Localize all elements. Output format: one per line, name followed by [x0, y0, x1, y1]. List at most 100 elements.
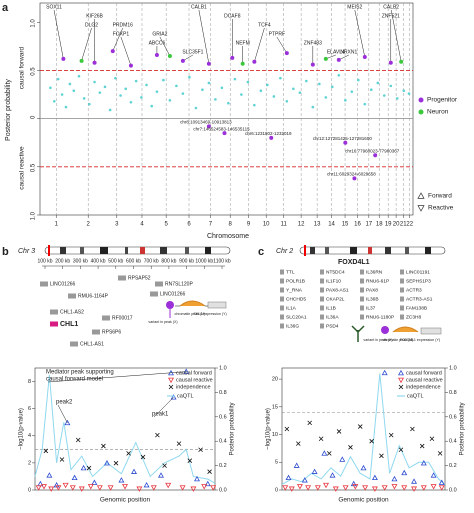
y-tick-label: 8 [28, 379, 31, 385]
legend-label: Forward [428, 193, 452, 200]
gene-label: PAX8 [366, 287, 378, 293]
point [214, 98, 217, 101]
point [318, 436, 324, 442]
point [150, 485, 157, 491]
target-gene: FOXD4L1 [338, 259, 370, 266]
point [324, 96, 328, 99]
schematic-label: CHL1 expression (Y) [193, 312, 226, 316]
point [336, 429, 342, 434]
point [43, 448, 49, 454]
point [437, 451, 443, 456]
gene-label: RMU6-1164P [78, 293, 109, 299]
legend-marker [398, 377, 404, 384]
scale-label: 800 kb [161, 258, 176, 264]
scale-label: 1000 kb [195, 258, 213, 264]
panel-label: c [258, 246, 264, 258]
point [411, 486, 418, 492]
legend-label: Neuron [427, 109, 449, 116]
point [272, 95, 276, 98]
connector [390, 9, 402, 62]
gene-box [320, 296, 324, 302]
gene-label: CHL1 [60, 321, 78, 328]
connector [276, 36, 288, 54]
point [391, 475, 398, 482]
scale-label: 700 kb [144, 258, 159, 264]
x-tick-label: 17 [365, 222, 372, 228]
gene-label: ACTR3 [406, 287, 422, 293]
gene-box [118, 275, 126, 281]
plot-frame [34, 367, 216, 491]
point-label: SLC35F1 [182, 49, 203, 55]
gene-box [360, 287, 364, 293]
gene-box [400, 287, 404, 293]
point [168, 99, 172, 102]
point [388, 60, 393, 65]
point [162, 463, 167, 468]
gene-box [400, 296, 404, 302]
point [246, 80, 250, 84]
point [323, 56, 328, 61]
gene-label: IL37 [366, 305, 376, 311]
point [198, 447, 203, 453]
point-label: FOXP1 [113, 31, 130, 37]
point [269, 135, 274, 140]
point-label: SOX11 [46, 4, 62, 10]
gene-box [280, 278, 284, 284]
legend-label: Reactive [428, 205, 454, 212]
gene-box [360, 278, 364, 284]
x-tick-label: 12 [298, 222, 305, 228]
gene-label: RN7SL120P [165, 281, 193, 287]
point [373, 153, 378, 158]
x-tick-label: 15 [342, 222, 349, 228]
point-label: TCF4 [258, 22, 271, 28]
point [348, 445, 353, 450]
point [220, 86, 224, 90]
point [59, 457, 65, 462]
point [88, 102, 91, 106]
point [86, 465, 92, 471]
legend-label: independence [176, 384, 211, 390]
point-label: NEFM [236, 40, 250, 46]
point-label: MEIS2 [347, 4, 362, 10]
y-tick-label: 0 [31, 115, 37, 119]
legend-marker [398, 369, 404, 376]
gene-box [40, 281, 48, 287]
point [240, 93, 243, 96]
reactive-label: causal reactive [19, 146, 26, 190]
point [165, 482, 172, 489]
x-tick-label: 22 [406, 222, 413, 228]
point [420, 485, 427, 491]
gene-label: LINC01266 [160, 291, 186, 297]
point-label: NRXN1 [340, 49, 357, 55]
y-tick-label: 1.0 [31, 211, 37, 220]
point [52, 99, 56, 103]
point [329, 472, 336, 478]
gene-label: PAX8-AS1 [326, 287, 349, 293]
gene-box [400, 269, 404, 275]
point [77, 74, 81, 78]
point [61, 56, 66, 61]
point-label: CALB2 [383, 4, 399, 10]
point [204, 480, 211, 487]
point [429, 436, 435, 442]
point [87, 484, 94, 490]
point [399, 59, 404, 64]
point [71, 474, 78, 481]
legend-label: caQTL [407, 393, 424, 399]
point [175, 84, 178, 88]
gene-box [320, 287, 324, 293]
y-tick-label: 0.5 [31, 163, 37, 172]
y-tick-label: 6 [28, 406, 31, 412]
point [411, 478, 418, 484]
gene-label: CHL1-AS1 [80, 341, 104, 347]
point [298, 91, 302, 94]
point [206, 61, 211, 66]
gene-label: RNU6-1180P [366, 314, 394, 320]
ideogram [299, 245, 446, 256]
point [389, 84, 393, 88]
point [311, 468, 318, 474]
point [134, 79, 138, 83]
point-label: ZNF483 [304, 40, 322, 46]
gene-box [320, 278, 324, 284]
point-label: PRDM16 [113, 22, 134, 28]
